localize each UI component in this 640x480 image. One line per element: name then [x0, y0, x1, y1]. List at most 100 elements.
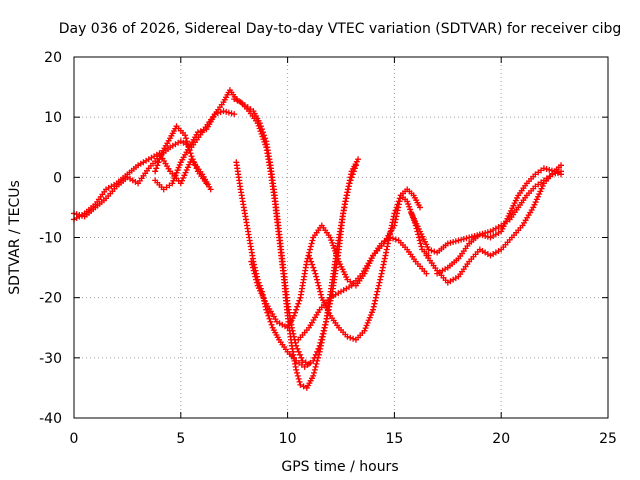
data-point — [217, 109, 224, 116]
data-point — [310, 372, 317, 379]
data-point — [294, 345, 301, 352]
data-point — [375, 285, 382, 292]
series-track-4 — [152, 108, 238, 193]
data-point — [203, 180, 210, 187]
data-point — [291, 312, 298, 319]
data-point — [423, 270, 430, 277]
data-point — [189, 156, 196, 163]
y-tick-label: 20 — [44, 50, 62, 66]
data-point — [313, 273, 320, 280]
data-point — [264, 309, 271, 316]
data-point — [300, 383, 307, 390]
data-point — [428, 247, 435, 254]
data-point — [231, 111, 238, 118]
data-point — [373, 291, 380, 298]
y-tick-label: -10 — [39, 231, 62, 247]
data-point — [234, 97, 241, 104]
data-point — [482, 232, 489, 239]
data-point — [460, 236, 467, 243]
data-point — [231, 96, 238, 103]
data-point — [249, 264, 256, 271]
data-point — [534, 193, 541, 200]
data-point — [532, 199, 539, 206]
data-point — [370, 303, 377, 310]
data-point — [551, 168, 558, 175]
data-point — [220, 108, 227, 115]
data-point — [314, 348, 321, 355]
data-point — [333, 253, 340, 260]
data-point — [183, 166, 190, 173]
data-point — [182, 169, 189, 176]
data-point — [543, 166, 550, 173]
x-tick-label: 15 — [385, 431, 403, 447]
data-point — [415, 234, 422, 241]
data-point — [258, 130, 265, 137]
data-point — [249, 261, 256, 268]
data-point — [152, 168, 159, 175]
data-point — [211, 111, 218, 118]
data-point — [214, 110, 221, 117]
data-point — [225, 109, 232, 116]
data-point — [370, 306, 377, 313]
data-point — [312, 363, 319, 370]
data-point — [349, 171, 356, 178]
series-track-3 — [152, 123, 210, 187]
data-point — [154, 162, 161, 169]
data-point — [322, 321, 329, 328]
x-tick-label: 20 — [492, 431, 510, 447]
data-point — [311, 354, 318, 361]
data-point — [334, 255, 341, 262]
data-point — [307, 255, 314, 262]
data-point — [350, 168, 357, 175]
y-tick-label: -40 — [39, 411, 62, 427]
x-tick-label: 5 — [176, 431, 185, 447]
data-point — [444, 240, 451, 247]
data-point — [200, 127, 207, 134]
data-point — [296, 297, 303, 304]
data-point — [178, 177, 185, 184]
data-point — [292, 309, 299, 316]
data-point — [537, 188, 544, 195]
data-point — [308, 258, 315, 265]
data-point — [392, 236, 399, 243]
data-point — [455, 237, 462, 244]
x-tick-label: 10 — [279, 431, 297, 447]
data-point — [319, 333, 326, 340]
data-point — [533, 196, 540, 203]
data-point — [558, 162, 565, 169]
data-point — [405, 201, 412, 208]
data-point — [407, 206, 414, 213]
data-point — [372, 297, 379, 304]
data-point — [317, 288, 324, 295]
data-point — [298, 354, 305, 361]
series-track-10 — [408, 168, 565, 256]
data-point — [538, 185, 545, 192]
data-point — [259, 133, 266, 140]
data-point — [447, 239, 454, 246]
data-point — [177, 180, 184, 187]
data-point — [310, 264, 317, 271]
data-point — [156, 156, 163, 163]
y-tick-label: -30 — [39, 351, 62, 367]
data-point — [256, 125, 263, 132]
data-point — [431, 248, 438, 255]
data-point — [321, 324, 328, 331]
data-point — [266, 315, 273, 322]
data-point — [546, 166, 553, 173]
y-tick-label: -20 — [39, 291, 62, 307]
data-point — [197, 128, 204, 135]
data-point — [317, 291, 324, 298]
data-point — [253, 279, 260, 286]
data-point — [228, 110, 235, 117]
data-point — [330, 242, 337, 249]
data-point — [191, 159, 198, 166]
x-axis-label: GPS time / hours — [281, 459, 398, 475]
data-point — [476, 231, 483, 238]
data-point — [319, 330, 326, 337]
gridlines — [74, 57, 608, 418]
data-point — [186, 161, 193, 168]
chart-title: Day 036 of 2026, Sidereal Day-to-day VTE… — [59, 21, 622, 37]
data-point — [450, 239, 457, 246]
data-point — [188, 153, 195, 160]
